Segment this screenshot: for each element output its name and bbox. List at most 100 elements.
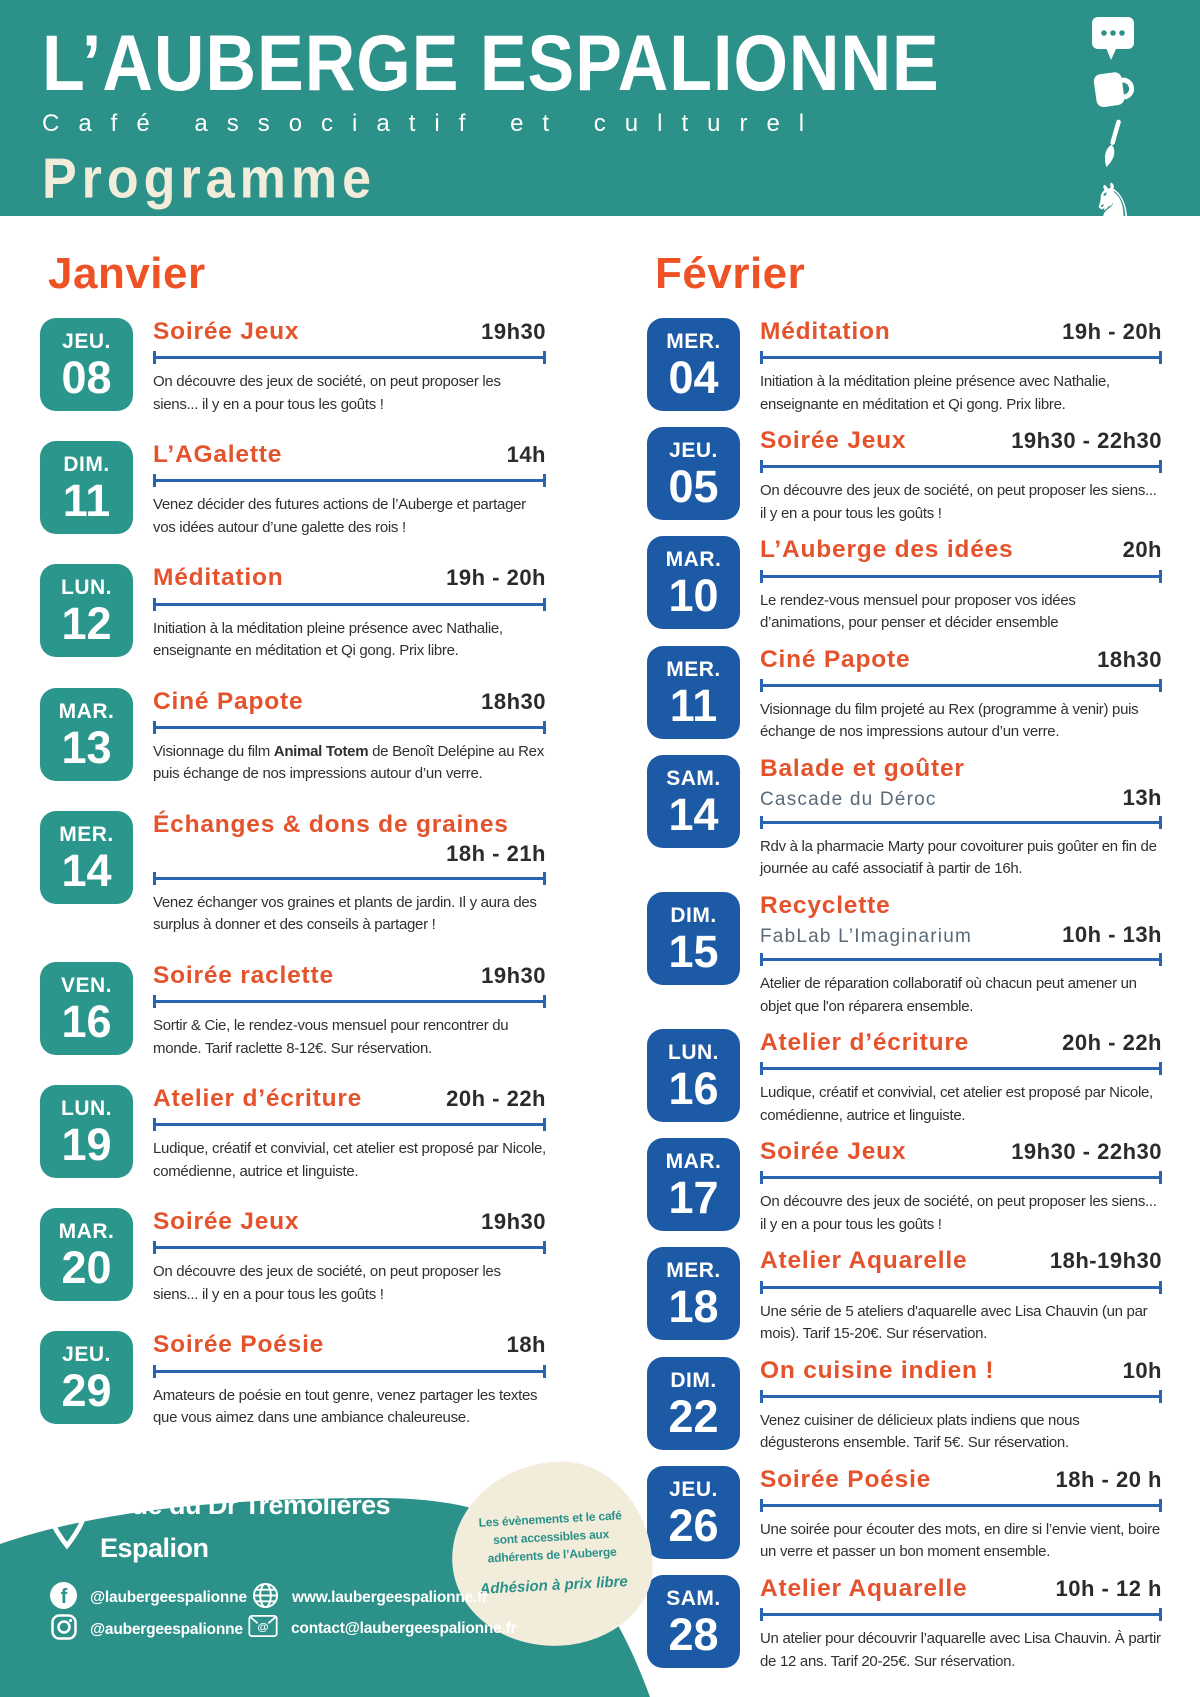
event-content: Soirée Jeux 19h30 - 22h30 On découvre de…	[760, 427, 1162, 525]
event-card: MAR. 20 Soirée Jeux 19h30 On découvre de…	[40, 1208, 546, 1306]
event-day-label: MAR.	[665, 1150, 722, 1174]
event-date-number: 19	[61, 1119, 112, 1171]
event-description: Une série de 5 ateliers d'aquarelle avec…	[760, 1301, 1162, 1346]
event-subtitle-row: 18h - 21h	[153, 841, 546, 867]
event-rule	[760, 1608, 1162, 1622]
event-title: Ciné Papote	[153, 687, 304, 715]
event-title: Méditation	[760, 318, 891, 345]
event-title-row: Atelier d’écriture 20h - 22h	[153, 1085, 546, 1113]
event-card: DIM. 15 Recyclette FabLab L’Imaginarium …	[647, 891, 1162, 1018]
event-title-row: Atelier d’écriture 20h - 22h	[760, 1029, 1162, 1057]
event-day-label: DIM.	[670, 903, 717, 927]
paintbrush-icon	[1098, 118, 1128, 170]
event-rule	[153, 597, 546, 611]
event-day-label: SAM.	[666, 766, 721, 790]
header-subtitle: Café associatif et culturel	[42, 110, 824, 137]
event-time: 18h30	[1097, 646, 1162, 672]
event-rule	[153, 1364, 546, 1378]
event-description: Venez échanger vos graines et plants de …	[153, 892, 546, 937]
event-title-row: L’AGalette 14h	[153, 441, 546, 469]
event-date-number: 11	[62, 475, 111, 527]
event-date-number: 26	[668, 1499, 719, 1551]
event-card: JEU. 26 Soirée Poésie 18h - 20 h Une soi…	[647, 1465, 1162, 1564]
event-date-number: 20	[61, 1242, 112, 1294]
event-card: MAR. 13 Ciné Papote 18h30 Visionnage du …	[40, 687, 546, 786]
event-date-box: MER. 11	[647, 645, 740, 739]
svg-text:@: @	[257, 1621, 268, 1633]
event-card: JEU. 29 Soirée Poésie 18h Amateurs de po…	[40, 1331, 546, 1429]
event-content: Soirée Poésie 18h - 20 h Une soirée pour…	[760, 1466, 1162, 1564]
event-title-row: Soirée raclette 19h30	[153, 962, 546, 990]
event-title: Atelier Aquarelle	[760, 1247, 968, 1275]
event-date-number: 28	[668, 1608, 719, 1660]
event-title-row: Ciné Papote 18h30	[760, 646, 1162, 674]
event-card: MAR. 10 L’Auberge des idées 20h Le rende…	[647, 536, 1162, 634]
facebook-item: f @laubergeespalionne	[50, 1582, 247, 1614]
event-card: SAM. 28 Atelier Aquarelle 10h - 12 h Un …	[647, 1574, 1162, 1673]
event-day-label: DIM.	[670, 1368, 717, 1392]
event-title-row: Méditation 19h - 20h	[760, 318, 1162, 346]
event-title: Soirée Poésie	[760, 1465, 932, 1493]
instagram-handle: @aubergeespalionne	[90, 1620, 243, 1638]
event-day-label: MER.	[666, 657, 721, 681]
event-title: Recyclette	[760, 891, 891, 919]
event-description: Une soirée pour écouter des mots, en dir…	[760, 1519, 1162, 1564]
event-date-box: DIM. 11	[40, 441, 133, 535]
event-description: Rdv à la pharmacie Marty pour covoiturer…	[760, 836, 1162, 881]
event-day-label: JEU.	[62, 330, 111, 353]
event-description: Venez décider des futures actions de l’A…	[153, 494, 546, 539]
address: 5 rue du Dr Trémolières Espalion	[100, 1484, 391, 1570]
address-line1: 5 rue du Dr Trémolières	[100, 1490, 391, 1520]
event-content: Soirée Jeux 19h30 On découvre des jeux d…	[153, 1208, 546, 1306]
event-description: Initiation à la méditation pleine présen…	[153, 618, 546, 663]
event-day-label: JEU.	[62, 1343, 111, 1367]
event-day-label: VEN.	[60, 973, 112, 997]
event-subtitle: FabLab L’Imaginarium	[760, 926, 972, 948]
event-title-row: Échanges & dons de graines	[153, 811, 546, 839]
event-description-segment: Une soirée pour écouter des mots, en dir…	[760, 1520, 1160, 1561]
email-address: contact@laubergeespalionne.fr	[291, 1619, 517, 1637]
event-content: Balade et goûter Cascade du Déroc 13h Rd…	[760, 755, 1162, 881]
event-content: Soirée raclette 19h30 Sortir & Cie, le r…	[153, 962, 546, 1060]
event-date-box: JEU. 08	[40, 318, 133, 411]
event-description-segment: Venez décider des futures actions de l’A…	[153, 496, 526, 536]
event-day-label: SAM.	[666, 1586, 721, 1610]
website-item: www.laubergeespalionne.fr	[252, 1582, 488, 1614]
event-description-segment: Visionnage du film projeté au Rex (progr…	[760, 700, 1139, 741]
coffee-cup-icon	[1090, 69, 1136, 111]
event-date-box: LUN. 16	[647, 1029, 740, 1123]
event-description: Le rendez-vous mensuel pour proposer vos…	[760, 590, 1162, 635]
event-date-number: 16	[668, 1063, 719, 1115]
event-time: 19h30	[481, 319, 546, 344]
event-card: MER. 18 Atelier Aquarelle 18h-19h30 Une …	[647, 1247, 1162, 1345]
event-date-box: MER. 14	[40, 810, 133, 904]
event-card: LUN. 19 Atelier d’écriture 20h - 22h Lud…	[40, 1085, 546, 1183]
event-date-number: 18	[668, 1281, 719, 1333]
event-description: Amateurs de poésie en tout genre, venez …	[153, 1385, 546, 1430]
facebook-icon: f	[50, 1582, 77, 1614]
event-content: Atelier Aquarelle 10h - 12 h Un atelier …	[760, 1575, 1162, 1673]
event-title-row: L’Auberge des idées 20h	[760, 536, 1162, 564]
event-card: SAM. 14 Balade et goûter Cascade du Déro…	[647, 754, 1162, 881]
event-content: Méditation 19h - 20h Initiation à la méd…	[153, 564, 546, 662]
event-day-label: LUN.	[61, 1097, 112, 1121]
event-rule	[760, 569, 1162, 583]
event-title: Soirée Jeux	[153, 1208, 300, 1236]
event-day-label: LUN.	[61, 576, 112, 600]
event-content: Ciné Papote 18h30 Visionnage du film Ani…	[153, 688, 546, 786]
event-title-row: On cuisine indien ! 10h	[760, 1357, 1162, 1385]
event-description-segment: Venez échanger vos graines et plants de …	[153, 893, 537, 934]
instagram-item: @aubergeespalionne	[51, 1614, 243, 1645]
event-date-number: 16	[61, 995, 112, 1047]
event-date-box: LUN. 19	[40, 1085, 133, 1179]
event-title: L’AGalette	[153, 441, 283, 469]
event-description-segment: Initiation à la méditation pleine présen…	[760, 373, 1110, 413]
event-description-segment: On découvre des jeux de société, on peut…	[760, 482, 1157, 522]
event-card: MER. 04 Méditation 19h - 20h Initiation …	[647, 318, 1162, 416]
event-rule	[153, 1241, 546, 1255]
event-date-number: 22	[668, 1390, 719, 1442]
event-time: 18h - 20 h	[1055, 1466, 1162, 1492]
header-icons: ♞	[1090, 14, 1136, 227]
event-description-segment: Sortir & Cie, le rendez-vous mensuel pou…	[153, 1017, 509, 1057]
